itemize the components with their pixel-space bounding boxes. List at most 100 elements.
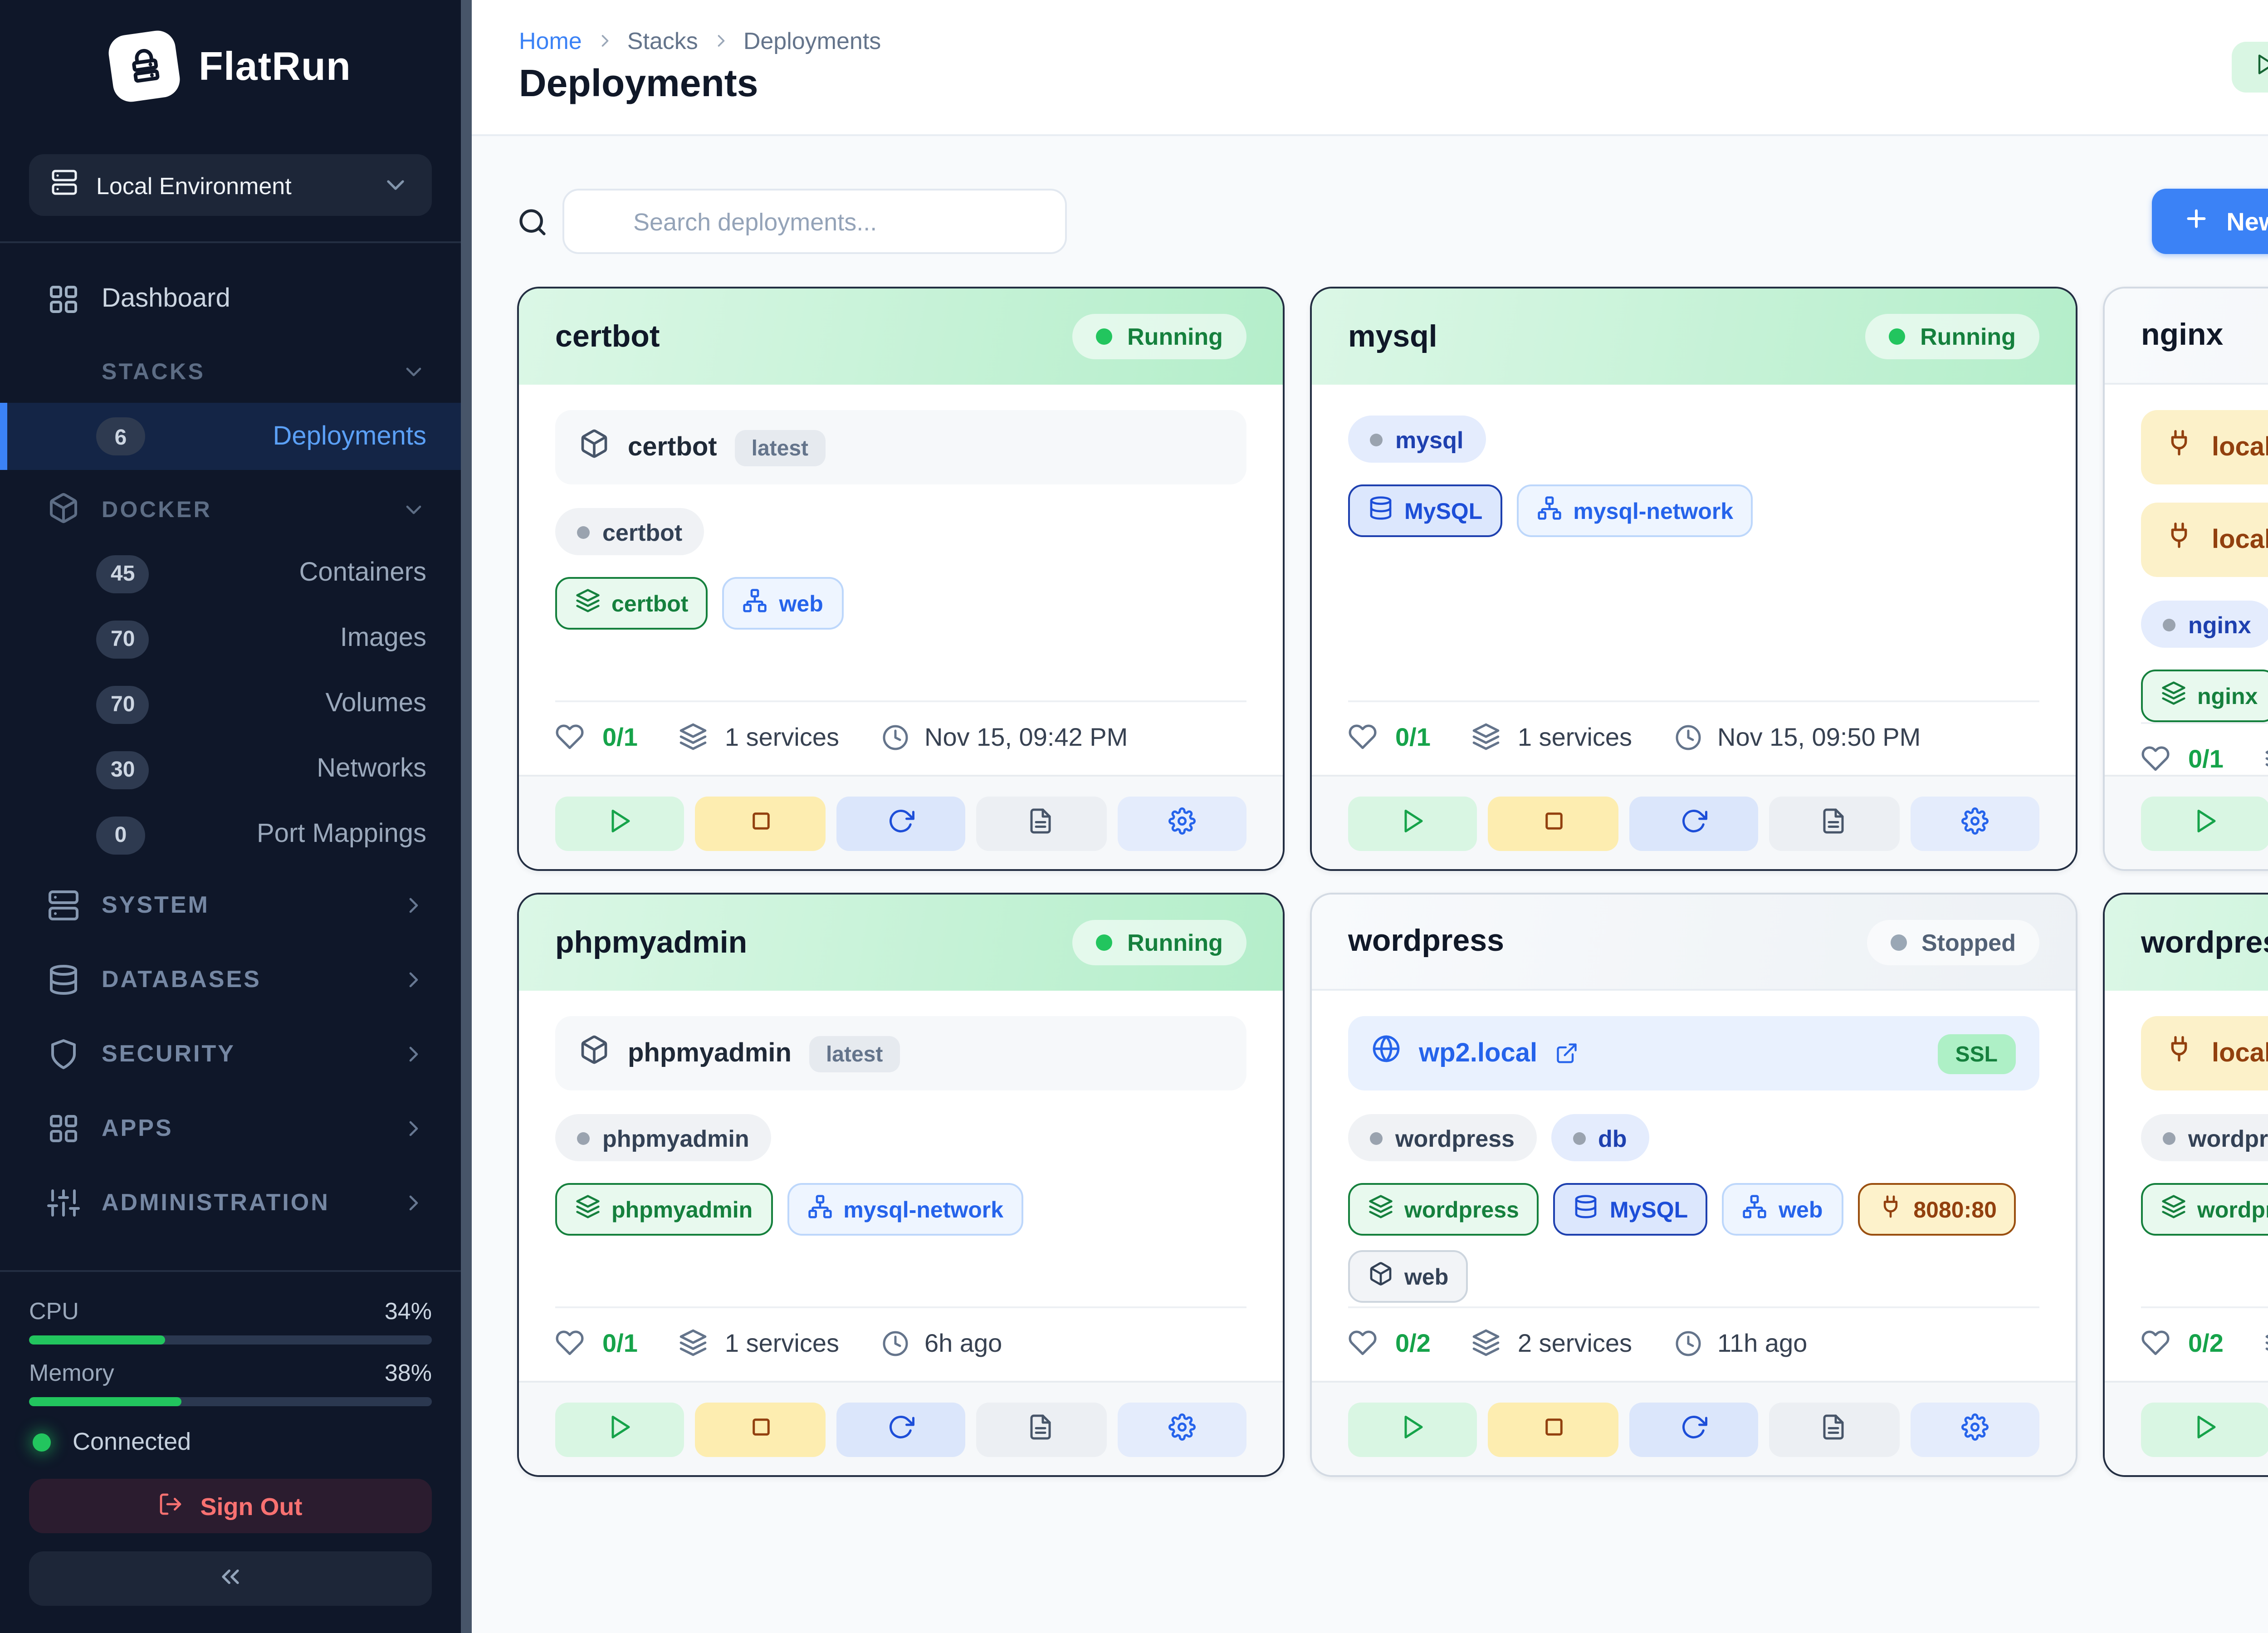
card-body: certbot latest certbot certbot web 0/1 1 servi…: [519, 385, 1283, 775]
chevron-down-icon: [381, 171, 410, 200]
settings-button[interactable]: [1117, 796, 1247, 850]
stop-button[interactable]: [695, 1402, 826, 1456]
chevron-down-icon: [401, 497, 426, 523]
stop-icon: [747, 807, 774, 839]
sidebar-section-docker[interactable]: DOCKER: [0, 479, 461, 541]
collapse-sidebar-button[interactable]: [29, 1551, 432, 1606]
breadcrumb-item-stacks[interactable]: Stacks: [627, 27, 698, 54]
settings-button[interactable]: [1117, 1402, 1247, 1456]
start-button[interactable]: [1348, 1402, 1478, 1456]
main-panel: Home Stacks Deployments Deployments 12 Run…: [472, 0, 2268, 1633]
sidebar-section-stacks[interactable]: STACKS: [0, 341, 461, 403]
chevron-right-icon: [595, 31, 615, 51]
service-pill-wordpress: wordpress: [1348, 1114, 1536, 1161]
favorite-button[interactable]: [555, 722, 584, 751]
chevron-right-icon: [401, 1041, 426, 1066]
sidebar-item-networks[interactable]: 30 Networks: [0, 737, 461, 802]
service-pill-db: db: [1551, 1114, 1649, 1161]
chevron-right-icon: [711, 31, 731, 51]
favorite-button[interactable]: [2141, 744, 2170, 773]
sidebar-item-images[interactable]: 70 Images: [0, 606, 461, 671]
health-stat: 0/1: [602, 1328, 638, 1357]
search-input[interactable]: [562, 189, 1067, 254]
breadcrumb-item-deployments: Deployments: [743, 27, 881, 54]
connected-dot: [33, 1433, 51, 1451]
start-button[interactable]: [1348, 796, 1478, 850]
status-dot-icon: [1096, 934, 1113, 951]
service-pill-certbot: certbot: [555, 508, 704, 555]
favorite-button[interactable]: [555, 1328, 584, 1357]
count-badge: 0: [96, 816, 145, 854]
start-icon: [606, 1413, 634, 1445]
port-link-row[interactable]: localhost:8080:80: [2141, 410, 2268, 484]
database-icon: [1574, 1194, 1599, 1225]
card-stats: 0/1 1 services Nov 15, 09:50 PM: [1348, 700, 2039, 775]
environment-label: Local Environment: [96, 171, 292, 199]
restart-icon: [887, 807, 915, 839]
restart-button[interactable]: [836, 796, 966, 850]
settings-button[interactable]: [1910, 796, 2040, 850]
database-icon: [1368, 495, 1393, 526]
deployment-name: certbot: [555, 318, 660, 353]
logs-button[interactable]: [1769, 796, 1899, 850]
toolbar-right: New Deployment Refresh: [2152, 185, 2268, 258]
restart-icon: [887, 1413, 915, 1445]
layers-icon: [2161, 1194, 2186, 1225]
deployment-card-certbot: certbot Running certbot latest certbot certbo…: [517, 287, 1285, 871]
sidebar-item-containers[interactable]: 45 Containers: [0, 541, 461, 606]
new-deployment-button[interactable]: New Deployment: [2152, 189, 2268, 254]
restart-button[interactable]: [1629, 1402, 1759, 1456]
plug-icon: [2165, 521, 2194, 559]
restart-icon: [1680, 807, 1708, 839]
logs-icon: [1028, 1413, 1055, 1445]
card-stats: 0/1 1 services 6h ago: [555, 1306, 1246, 1381]
logs-button[interactable]: [1769, 1402, 1899, 1456]
connection-status: Connected: [33, 1428, 428, 1455]
favorite-button[interactable]: [2141, 1328, 2170, 1357]
network-icon: [1537, 495, 1562, 526]
restart-button[interactable]: [836, 1402, 966, 1456]
sidebar-section-security[interactable]: SECURITY: [0, 1016, 461, 1090]
card-stats: 0/11 services7h ago: [2141, 722, 2268, 797]
favorite-button[interactable]: [1348, 1328, 1377, 1357]
sidebar-item-port-mappings[interactable]: 0 Port Mappings: [0, 802, 461, 867]
sidebar-section-system[interactable]: SYSTEM: [0, 867, 461, 942]
stop-button[interactable]: [1488, 1402, 1618, 1456]
count-badge: 45: [96, 554, 150, 592]
logout-icon: [159, 1491, 184, 1521]
domain-link-row[interactable]: wp2.local SSL: [1348, 1016, 2039, 1090]
sign-out-button[interactable]: Sign Out: [29, 1479, 432, 1533]
port-link-row[interactable]: localhost:443443:443: [2141, 503, 2268, 577]
start-button[interactable]: [555, 1402, 685, 1456]
stop-button[interactable]: [1488, 796, 1618, 850]
port-link-row[interactable]: localhost:90009000:80: [2141, 1016, 2268, 1090]
settings-button[interactable]: [1910, 1402, 2040, 1456]
server-icon: [51, 169, 78, 201]
sidebar-resize-divider[interactable]: [461, 0, 472, 1633]
start-button[interactable]: [2141, 1402, 2268, 1456]
card-body: mysql MySQL mysql-network 0/1 1 services Nov …: [1312, 385, 2076, 775]
logs-button[interactable]: [976, 796, 1106, 850]
service-dot-icon: [1370, 1131, 1383, 1144]
external-link-icon[interactable]: [1555, 1041, 1579, 1065]
start-button[interactable]: [555, 796, 685, 850]
stop-button[interactable]: [695, 796, 826, 850]
favorite-button[interactable]: [1348, 722, 1377, 751]
sidebar-item-dashboard[interactable]: Dashboard: [0, 265, 461, 332]
card-body: localhost:8080:80 localhost:443443:443 ngi…: [2105, 385, 2268, 775]
restart-button[interactable]: [1629, 796, 1759, 850]
sidebar-section-databases[interactable]: DATABASES: [0, 942, 461, 1016]
status-dot-icon: [1891, 934, 1907, 950]
environment-selector[interactable]: Local Environment: [29, 154, 432, 216]
sidebar-item-deployments[interactable]: 6 Deployments: [0, 403, 461, 470]
sidebar-item-volumes[interactable]: 70 Volumes: [0, 671, 461, 737]
sidebar-nav: Dashboard STACKS 6 Deployments DOCKER 45 Conta…: [0, 243, 461, 1270]
logs-button[interactable]: [976, 1402, 1106, 1456]
sidebar-section-apps[interactable]: APPS: [0, 1090, 461, 1165]
tag-network-mysql-network: mysql-network: [1517, 484, 1754, 537]
grid-icon: [47, 1111, 80, 1144]
start-button[interactable]: [2141, 796, 2268, 850]
sidebar-section-administration[interactable]: ADMINISTRATION: [0, 1165, 461, 1239]
breadcrumb-item-home[interactable]: Home: [519, 27, 582, 54]
